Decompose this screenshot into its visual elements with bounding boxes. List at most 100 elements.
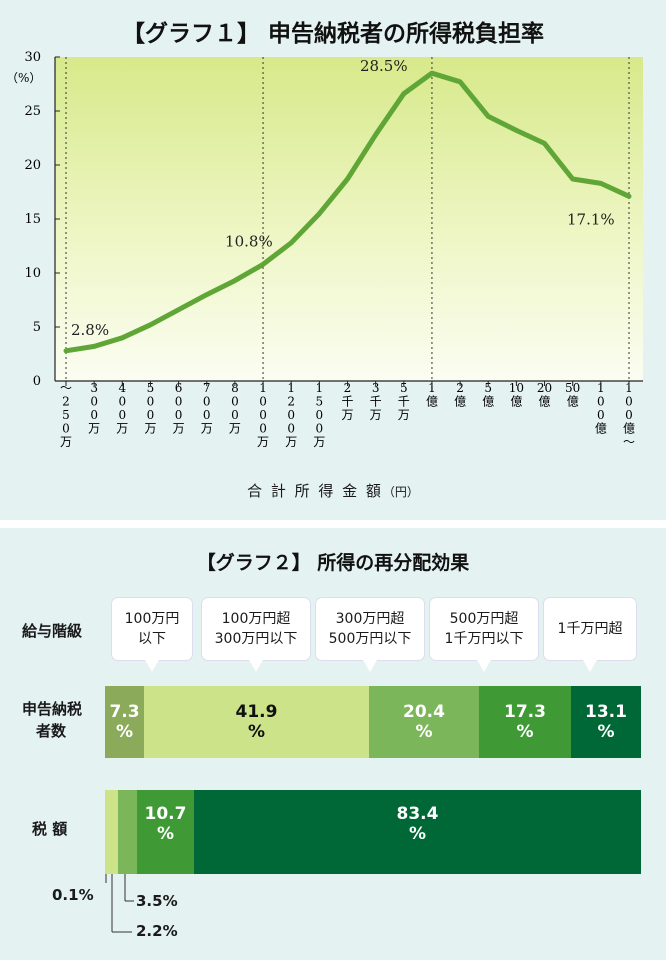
seg-value: 17.3 bbox=[504, 702, 546, 722]
seg-unit: % bbox=[415, 722, 432, 742]
callout-bracket-4: 500万円超 1千万円以下 bbox=[430, 598, 538, 660]
callout-line: 100万円超 bbox=[202, 609, 310, 629]
plot-background bbox=[55, 57, 643, 381]
callout-tail bbox=[477, 660, 491, 672]
callout-bracket-2: 100万円超 300万円以下 bbox=[202, 598, 310, 660]
callout-line: 1千万円以下 bbox=[430, 629, 538, 649]
seg-unit: % bbox=[116, 722, 133, 742]
y-tick-label: 15 bbox=[24, 212, 41, 227]
chart2-title: 【グラフ２】 所得の再分配効果 bbox=[0, 548, 666, 575]
x-axis-title: 合 計 所 得 金 額 bbox=[247, 482, 383, 500]
callout-bracket-3: 300万円超 500万円以下 bbox=[316, 598, 424, 660]
seg-value: 10.7 bbox=[145, 804, 187, 824]
bar-segment: 41.9% bbox=[144, 686, 369, 758]
tax-share-under-1m: 0.1% bbox=[52, 886, 94, 904]
seg-value: 13.1 bbox=[585, 702, 627, 722]
y-tick-label: 10 bbox=[24, 266, 41, 281]
y-tick-label: 5 bbox=[33, 320, 41, 335]
callout-tail bbox=[145, 660, 159, 672]
y-tick-label: 20 bbox=[24, 158, 41, 173]
seg-value: 7.3 bbox=[109, 702, 139, 722]
tax-share-1m-3m: 2.2% bbox=[136, 922, 178, 940]
callout-line: 500万円超 bbox=[430, 609, 538, 629]
callout-line: 1千万円超 bbox=[544, 619, 636, 639]
row1-label-line2: 者数 bbox=[22, 720, 82, 742]
seg-unit: % bbox=[597, 722, 614, 742]
data-label: 17.1% bbox=[567, 210, 615, 228]
bar-segment bbox=[118, 790, 137, 874]
seg-unit: % bbox=[516, 722, 533, 742]
seg-unit: % bbox=[409, 824, 426, 844]
data-label: 2.8% bbox=[71, 321, 109, 339]
y-tick-label: 25 bbox=[24, 104, 41, 119]
y-unit-label: （%） bbox=[6, 71, 41, 85]
bar-segment: 7.3% bbox=[105, 686, 144, 758]
chart2-panel: 【グラフ２】 所得の再分配効果 給与階級 100万円 以下 100万円超 300… bbox=[0, 520, 666, 960]
callout-line: 以下 bbox=[112, 629, 192, 649]
callout-line: 300万円超 bbox=[316, 609, 424, 629]
data-label: 10.8% bbox=[225, 232, 273, 250]
callout-line: 100万円 bbox=[112, 609, 192, 629]
row1-label: 申告納税 者数 bbox=[22, 698, 82, 742]
callout-bracket-1: 100万円 以下 bbox=[112, 598, 192, 660]
callout-line: 300万円以下 bbox=[202, 629, 310, 649]
callout-bracket-5: 1千万円超 bbox=[544, 598, 636, 660]
callout-line: 500万円以下 bbox=[316, 629, 424, 649]
seg-unit: % bbox=[157, 824, 174, 844]
tax-share-3m-5m: 3.5% bbox=[136, 892, 178, 910]
bar-segment: 83.4% bbox=[194, 790, 641, 874]
bar-segment: 10.7% bbox=[137, 790, 194, 874]
seg-unit: % bbox=[248, 722, 265, 742]
y-tick-label: 0 bbox=[33, 374, 41, 389]
bar-segment: 13.1% bbox=[571, 686, 641, 758]
callout-tail bbox=[249, 660, 263, 672]
x-axis-title-wrap: 合 計 所 得 金 額（円） bbox=[0, 480, 666, 501]
bar-applicants: 7.3% 41.9% 20.4% 17.3% 13.1% bbox=[105, 686, 641, 758]
bar-segment bbox=[106, 790, 118, 874]
bar-segment: 20.4% bbox=[369, 686, 479, 758]
callout-tail bbox=[583, 660, 597, 672]
seg-value: 83.4 bbox=[397, 804, 439, 824]
row1-label-line1: 申告納税 bbox=[22, 698, 82, 720]
data-label: 28.5% bbox=[360, 57, 408, 75]
seg-value: 20.4 bbox=[403, 702, 445, 722]
bar-tax-amount: 10.7% 83.4% bbox=[105, 790, 641, 874]
bar-segment: 17.3% bbox=[479, 686, 571, 758]
header-label: 給与階級 bbox=[22, 620, 82, 642]
row2-label: 税 額 bbox=[32, 818, 67, 840]
callout-tail bbox=[363, 660, 377, 672]
x-axis-unit: （円） bbox=[383, 485, 419, 499]
